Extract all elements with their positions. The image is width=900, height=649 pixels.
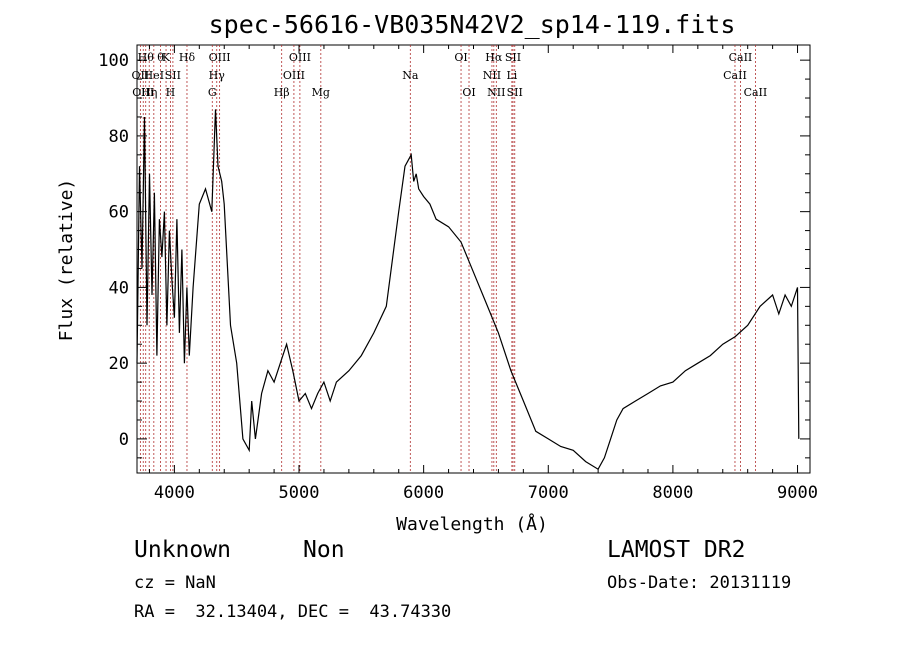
- spectral-line-label: OI: [454, 51, 467, 64]
- spectral-line-label: θ: [157, 51, 164, 64]
- spectral-line-label: CaII: [723, 69, 747, 82]
- x-tick-label: 7000: [528, 483, 569, 503]
- spectral-line-label: Hη: [141, 86, 157, 99]
- spectral-line-label: SII: [165, 69, 181, 82]
- obs-date-text: Obs-Date: 20131119: [607, 573, 792, 593]
- spectral-line-label: Hδ: [179, 51, 196, 64]
- spectral-line-label: OIII: [283, 69, 305, 82]
- spectrum-line: [136, 109, 800, 471]
- y-tick-label: 20: [109, 354, 129, 374]
- spectral-line-label: CaII: [744, 86, 768, 99]
- spectral-line-label: NII: [487, 86, 505, 99]
- spectral-line-label: SII: [505, 51, 521, 64]
- spectral-line-label: G: [208, 86, 217, 99]
- y-axis-label: Flux (relative): [56, 179, 77, 342]
- plot-frame: [136, 44, 811, 474]
- x-tick-label: 5000: [279, 483, 320, 503]
- spectral-line-label: H: [166, 86, 176, 99]
- x-tick-label: 6000: [403, 483, 444, 503]
- spectral-line-label: OIII: [209, 51, 231, 64]
- spectral-line-labels: OII OIII Hθ Hη HeI θK H SII Hδ G Hγ OIII Hβ OIII OIII M…: [132, 51, 768, 99]
- y-tick-label: 80: [109, 127, 129, 147]
- spectral-line-label: HeI: [144, 69, 164, 82]
- x-tick-label: 8000: [652, 483, 693, 503]
- spectral-line-markers: [139, 45, 756, 473]
- y-tick-label: 0: [119, 430, 129, 450]
- object-class: Unknown: [134, 537, 231, 563]
- y-tick-label: 100: [98, 51, 129, 71]
- spectral-line-label: Hβ: [274, 86, 290, 99]
- spectral-line-label: NII: [483, 69, 501, 82]
- spectral-line-label: Li: [506, 69, 517, 82]
- spectrum-chart: spec-56616-VB035N42V2_sp14-119.fits OIIO…: [56, 10, 818, 535]
- spectral-line-label: OIII: [289, 51, 311, 64]
- x-tick-label: 4000: [154, 483, 195, 503]
- spectral-line-label: Mg: [312, 86, 330, 99]
- y-tick-label: 40: [109, 278, 129, 298]
- spectral-line-label: Hθ: [138, 51, 155, 64]
- redshift-text: cz = NaN: [134, 573, 216, 593]
- spectral-line-label: OIII: [132, 86, 154, 99]
- survey-label: LAMOST DR2: [607, 537, 746, 563]
- spectral-line-label: SII: [507, 86, 523, 99]
- spectral-line-label: Hγ: [209, 69, 226, 82]
- spectral-line-label: Na: [402, 69, 419, 82]
- y-tick-label: 60: [109, 203, 129, 223]
- chart-title: spec-56616-VB035N42V2_sp14-119.fits: [209, 10, 736, 39]
- spectral-line-label: OI: [462, 86, 475, 99]
- coordinates-text: RA = 32.13404, DEC = 43.74330: [134, 602, 452, 622]
- x-axis-label: Wavelength (Å): [396, 513, 548, 535]
- spectral-line-label: K: [162, 51, 171, 64]
- spectral-line-label: OII: [132, 69, 150, 82]
- x-axis-ticks: 4000 5000 6000 7000 8000 9000: [148, 45, 818, 503]
- spectral-line-label: CaII: [729, 51, 753, 64]
- x-tick-label: 9000: [777, 483, 818, 503]
- y-axis-ticks: 0 20 40 60 80 100: [98, 51, 810, 459]
- object-subclass: Non: [303, 537, 345, 563]
- spectral-line-label: Hα: [485, 51, 503, 64]
